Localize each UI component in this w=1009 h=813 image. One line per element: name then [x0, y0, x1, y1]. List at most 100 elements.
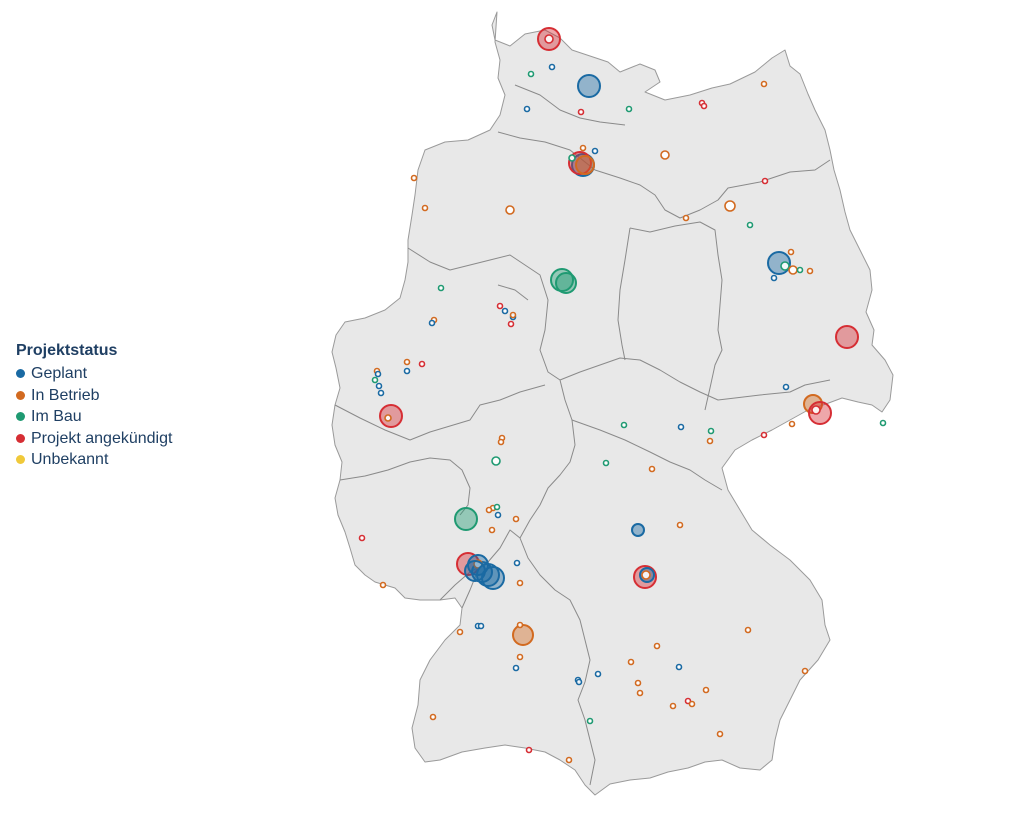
- project-marker-geplant[interactable]: [481, 566, 505, 590]
- project-marker-geplant[interactable]: [548, 63, 556, 71]
- project-marker-im_bau[interactable]: [625, 105, 633, 113]
- project-marker-geplant[interactable]: [782, 383, 790, 391]
- project-marker-im_bau[interactable]: [746, 221, 754, 229]
- project-marker-geplant[interactable]: [513, 559, 521, 567]
- project-marker-im_bau[interactable]: [493, 503, 501, 511]
- project-marker-im_bau[interactable]: [568, 154, 576, 162]
- project-marker-in_betrieb[interactable]: [384, 414, 392, 422]
- legend-dot-angekuendigt: [16, 433, 25, 443]
- project-marker-angekuendigt[interactable]: [700, 102, 708, 110]
- project-marker-in_betrieb[interactable]: [627, 658, 635, 666]
- project-marker-angekuendigt[interactable]: [496, 302, 504, 310]
- project-marker-geplant[interactable]: [428, 319, 436, 327]
- project-marker-in_betrieb[interactable]: [410, 174, 418, 182]
- project-marker-in_betrieb[interactable]: [565, 756, 573, 764]
- project-marker-geplant[interactable]: [577, 74, 601, 98]
- project-marker-im_bau[interactable]: [620, 421, 628, 429]
- project-marker-geplant[interactable]: [375, 382, 383, 390]
- project-marker-in_betrieb[interactable]: [575, 155, 595, 175]
- project-marker-geplant[interactable]: [677, 423, 685, 431]
- project-marker-angekuendigt[interactable]: [418, 360, 426, 368]
- project-marker-geplant[interactable]: [494, 511, 502, 519]
- project-marker-in_betrieb[interactable]: [702, 686, 710, 694]
- project-marker-in_betrieb[interactable]: [403, 358, 411, 366]
- project-marker-angekuendigt[interactable]: [835, 325, 859, 349]
- project-marker-in_betrieb[interactable]: [682, 214, 690, 222]
- project-marker-angekuendigt[interactable]: [544, 34, 554, 44]
- project-marker-in_betrieb[interactable]: [660, 150, 670, 160]
- project-marker-angekuendigt[interactable]: [761, 177, 769, 185]
- project-marker-in_betrieb[interactable]: [724, 200, 736, 212]
- project-marker-in_betrieb[interactable]: [512, 515, 520, 523]
- project-marker-in_betrieb[interactable]: [634, 679, 642, 687]
- project-marker-im_bau[interactable]: [527, 70, 535, 78]
- project-marker-in_betrieb[interactable]: [579, 144, 587, 152]
- project-marker-in_betrieb[interactable]: [516, 653, 524, 661]
- project-marker-in_betrieb[interactable]: [688, 700, 696, 708]
- project-marker-in_betrieb[interactable]: [516, 621, 524, 629]
- project-marker-in_betrieb[interactable]: [505, 205, 515, 215]
- project-marker-geplant[interactable]: [591, 147, 599, 155]
- project-marker-in_betrieb[interactable]: [706, 437, 714, 445]
- project-marker-im_bau[interactable]: [491, 456, 501, 466]
- project-marker-in_betrieb[interactable]: [509, 311, 517, 319]
- project-marker-geplant[interactable]: [631, 523, 645, 537]
- project-marker-geplant[interactable]: [403, 367, 411, 375]
- project-marker-im_bau[interactable]: [555, 272, 577, 294]
- project-marker-in_betrieb[interactable]: [379, 581, 387, 589]
- project-marker-angekuendigt[interactable]: [760, 431, 768, 439]
- project-marker-im_bau[interactable]: [454, 507, 478, 531]
- project-marker-in_betrieb[interactable]: [669, 702, 677, 710]
- project-marker-in_betrieb[interactable]: [788, 420, 796, 428]
- project-marker-in_betrieb[interactable]: [806, 267, 814, 275]
- project-marker-in_betrieb[interactable]: [801, 667, 809, 675]
- project-marker-in_betrieb[interactable]: [636, 689, 644, 697]
- project-marker-im_bau[interactable]: [602, 459, 610, 467]
- project-marker-angekuendigt[interactable]: [577, 108, 585, 116]
- project-marker-geplant[interactable]: [377, 389, 385, 397]
- project-marker-in_betrieb[interactable]: [787, 248, 795, 256]
- project-marker-angekuendigt[interactable]: [358, 534, 366, 542]
- legend-item-angekuendigt[interactable]: Projekt angekündigt: [16, 428, 172, 450]
- project-marker-in_betrieb[interactable]: [676, 521, 684, 529]
- project-marker-geplant[interactable]: [477, 622, 485, 630]
- legend-item-im-bau[interactable]: Im Bau: [16, 406, 172, 428]
- project-marker-geplant[interactable]: [501, 307, 509, 315]
- project-marker-im_bau[interactable]: [780, 261, 790, 271]
- project-marker-in_betrieb[interactable]: [641, 570, 651, 580]
- project-marker-in_betrieb[interactable]: [653, 642, 661, 650]
- project-marker-in_betrieb[interactable]: [744, 626, 752, 634]
- project-marker-geplant[interactable]: [523, 105, 531, 113]
- project-marker-in_betrieb[interactable]: [788, 265, 798, 275]
- project-marker-geplant[interactable]: [575, 678, 583, 686]
- project-marker-in_betrieb[interactable]: [485, 506, 493, 514]
- project-marker-geplant[interactable]: [594, 670, 602, 678]
- legend-item-geplant[interactable]: Geplant: [16, 363, 172, 385]
- project-marker-im_bau[interactable]: [796, 266, 804, 274]
- legend-item-in-betrieb[interactable]: In Betrieb: [16, 385, 172, 407]
- project-marker-in_betrieb[interactable]: [516, 579, 524, 587]
- project-marker-im_bau[interactable]: [437, 284, 445, 292]
- project-marker-geplant[interactable]: [770, 274, 778, 282]
- project-marker-in_betrieb[interactable]: [512, 624, 534, 646]
- legend-item-unbekannt[interactable]: Unbekannt: [16, 449, 172, 471]
- project-marker-im_bau[interactable]: [707, 427, 715, 435]
- project-marker-in_betrieb[interactable]: [456, 628, 464, 636]
- project-marker-im_bau[interactable]: [586, 717, 594, 725]
- project-marker-in_betrieb[interactable]: [488, 526, 496, 534]
- project-marker-angekuendigt[interactable]: [507, 320, 515, 328]
- project-marker-geplant[interactable]: [675, 663, 683, 671]
- legend: Projektstatus Geplant In Betrieb Im Bau …: [16, 342, 172, 471]
- project-marker-in_betrieb[interactable]: [648, 465, 656, 473]
- project-marker-geplant[interactable]: [374, 370, 382, 378]
- project-marker-in_betrieb[interactable]: [429, 713, 437, 721]
- project-marker-geplant[interactable]: [512, 664, 520, 672]
- project-marker-im_bau[interactable]: [879, 419, 887, 427]
- project-marker-in_betrieb[interactable]: [497, 438, 505, 446]
- project-marker-in_betrieb[interactable]: [760, 80, 768, 88]
- project-marker-im_bau[interactable]: [371, 376, 379, 384]
- project-marker-angekuendigt[interactable]: [525, 746, 533, 754]
- project-marker-angekuendigt[interactable]: [811, 405, 821, 415]
- project-marker-in_betrieb[interactable]: [421, 204, 429, 212]
- project-marker-in_betrieb[interactable]: [716, 730, 724, 738]
